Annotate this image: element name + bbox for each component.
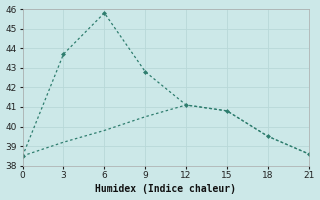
X-axis label: Humidex (Indice chaleur): Humidex (Indice chaleur) <box>95 184 236 194</box>
